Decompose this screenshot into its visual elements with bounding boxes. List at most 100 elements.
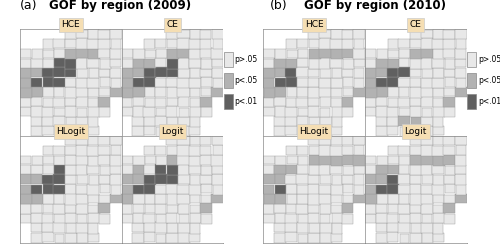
- Polygon shape: [168, 117, 178, 126]
- Polygon shape: [432, 126, 444, 135]
- Polygon shape: [433, 29, 444, 39]
- Polygon shape: [388, 50, 399, 58]
- Polygon shape: [144, 68, 155, 77]
- Polygon shape: [376, 68, 388, 77]
- Polygon shape: [388, 87, 398, 97]
- Polygon shape: [202, 59, 212, 69]
- Polygon shape: [455, 165, 466, 174]
- Polygon shape: [20, 165, 31, 174]
- Polygon shape: [410, 184, 421, 194]
- Polygon shape: [53, 174, 66, 184]
- Polygon shape: [264, 107, 274, 116]
- Polygon shape: [65, 87, 77, 98]
- Polygon shape: [87, 58, 99, 68]
- Polygon shape: [76, 155, 88, 165]
- Polygon shape: [298, 127, 308, 137]
- Polygon shape: [144, 232, 155, 242]
- Polygon shape: [88, 49, 100, 59]
- Polygon shape: [433, 116, 444, 127]
- Polygon shape: [212, 145, 222, 155]
- Polygon shape: [444, 59, 456, 69]
- Polygon shape: [43, 39, 54, 49]
- Polygon shape: [144, 39, 156, 49]
- Polygon shape: [332, 194, 342, 203]
- Polygon shape: [354, 184, 364, 195]
- Polygon shape: [342, 39, 353, 49]
- Polygon shape: [364, 68, 376, 78]
- Polygon shape: [65, 175, 76, 184]
- Polygon shape: [376, 116, 388, 125]
- Title: CE: CE: [410, 20, 422, 29]
- Polygon shape: [201, 195, 212, 203]
- Polygon shape: [342, 203, 353, 213]
- Polygon shape: [320, 68, 332, 78]
- Polygon shape: [400, 127, 409, 137]
- Polygon shape: [398, 146, 409, 155]
- Polygon shape: [166, 87, 178, 98]
- Polygon shape: [410, 49, 422, 59]
- Polygon shape: [308, 29, 320, 38]
- Polygon shape: [331, 126, 342, 135]
- Polygon shape: [43, 146, 54, 155]
- Polygon shape: [376, 213, 388, 223]
- Polygon shape: [386, 214, 398, 223]
- Polygon shape: [433, 205, 444, 213]
- Polygon shape: [20, 204, 30, 214]
- Polygon shape: [444, 107, 455, 117]
- Polygon shape: [53, 39, 64, 48]
- Polygon shape: [54, 116, 65, 126]
- Polygon shape: [308, 213, 319, 223]
- Polygon shape: [133, 174, 144, 184]
- Polygon shape: [166, 213, 177, 223]
- Polygon shape: [422, 126, 434, 136]
- Polygon shape: [433, 88, 444, 97]
- Polygon shape: [66, 165, 77, 175]
- Polygon shape: [178, 164, 188, 175]
- Polygon shape: [88, 156, 100, 166]
- Polygon shape: [274, 174, 286, 184]
- Polygon shape: [178, 145, 190, 156]
- Polygon shape: [76, 49, 88, 58]
- Polygon shape: [342, 195, 354, 203]
- Polygon shape: [331, 233, 342, 242]
- Polygon shape: [32, 174, 42, 184]
- Polygon shape: [353, 155, 364, 166]
- Polygon shape: [76, 185, 88, 194]
- Polygon shape: [133, 58, 144, 68]
- Polygon shape: [20, 174, 32, 184]
- Polygon shape: [319, 49, 331, 58]
- Polygon shape: [54, 233, 64, 243]
- Polygon shape: [364, 174, 376, 184]
- Polygon shape: [42, 214, 54, 223]
- Polygon shape: [274, 165, 286, 174]
- Polygon shape: [308, 97, 319, 106]
- Title: HCE: HCE: [62, 20, 80, 29]
- Polygon shape: [144, 116, 156, 126]
- Polygon shape: [110, 29, 122, 39]
- Polygon shape: [200, 39, 211, 49]
- Polygon shape: [398, 174, 410, 184]
- Polygon shape: [308, 135, 320, 145]
- Polygon shape: [353, 194, 366, 203]
- Polygon shape: [388, 98, 400, 107]
- Polygon shape: [87, 39, 100, 49]
- Polygon shape: [122, 165, 132, 174]
- Polygon shape: [121, 185, 132, 194]
- Polygon shape: [364, 59, 376, 68]
- Polygon shape: [343, 59, 354, 69]
- Polygon shape: [422, 232, 434, 243]
- Polygon shape: [88, 174, 99, 184]
- Polygon shape: [66, 155, 77, 165]
- Polygon shape: [65, 233, 77, 243]
- Polygon shape: [145, 87, 156, 97]
- Polygon shape: [42, 232, 54, 242]
- Polygon shape: [88, 98, 99, 107]
- Polygon shape: [286, 205, 298, 213]
- Polygon shape: [286, 194, 297, 204]
- Polygon shape: [132, 233, 144, 243]
- Polygon shape: [144, 184, 156, 194]
- Polygon shape: [320, 108, 330, 117]
- Polygon shape: [188, 164, 200, 174]
- Polygon shape: [145, 156, 156, 164]
- Polygon shape: [121, 68, 133, 78]
